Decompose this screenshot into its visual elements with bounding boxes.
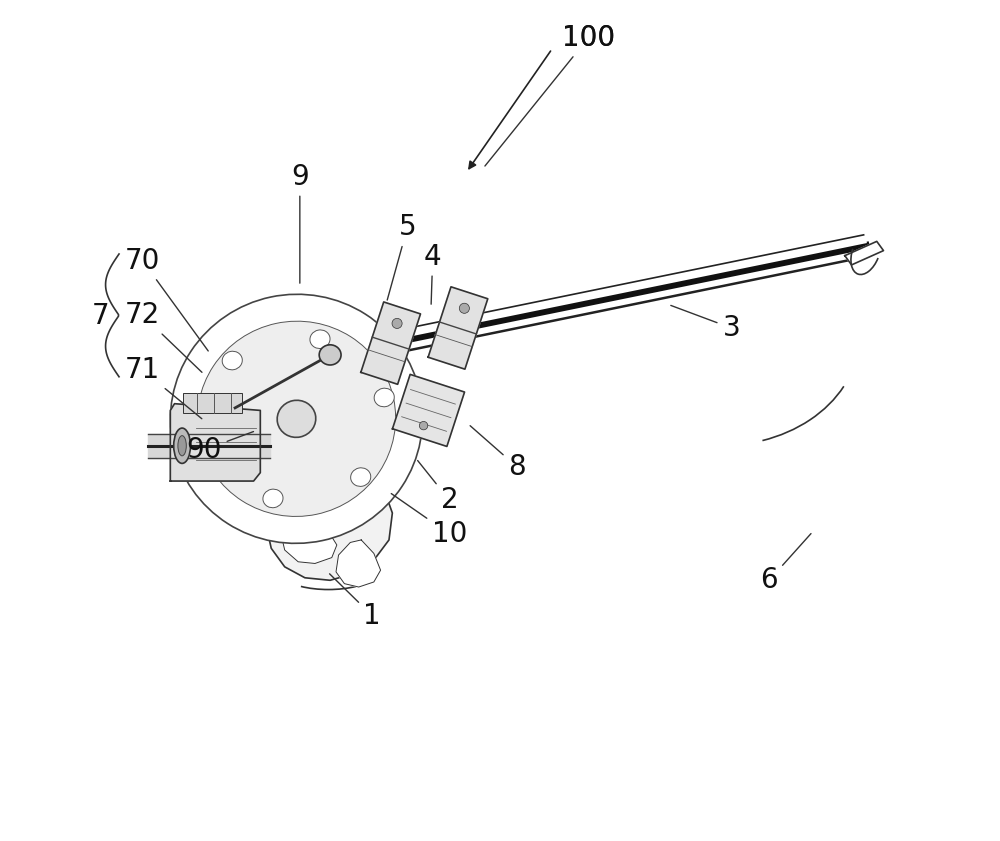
- Circle shape: [419, 421, 428, 430]
- Text: 100: 100: [485, 24, 615, 166]
- Text: 5: 5: [387, 213, 416, 300]
- Circle shape: [459, 304, 469, 314]
- Ellipse shape: [178, 436, 186, 456]
- Text: 4: 4: [424, 242, 442, 304]
- Polygon shape: [303, 367, 382, 469]
- Polygon shape: [148, 434, 270, 458]
- Text: 90: 90: [186, 431, 254, 464]
- Polygon shape: [392, 374, 465, 447]
- Text: 72: 72: [125, 301, 202, 373]
- Polygon shape: [281, 508, 337, 563]
- Polygon shape: [428, 287, 488, 369]
- Text: 1: 1: [330, 574, 381, 630]
- Ellipse shape: [197, 321, 396, 516]
- Polygon shape: [170, 404, 260, 481]
- Circle shape: [392, 319, 402, 329]
- Text: 71: 71: [125, 356, 202, 419]
- Text: 3: 3: [671, 305, 740, 342]
- Polygon shape: [336, 540, 381, 587]
- Ellipse shape: [277, 400, 316, 437]
- Text: 9: 9: [291, 162, 309, 283]
- Polygon shape: [298, 471, 360, 520]
- Polygon shape: [845, 241, 883, 265]
- Polygon shape: [330, 235, 868, 366]
- Ellipse shape: [263, 489, 283, 508]
- Text: 2: 2: [418, 461, 458, 515]
- Ellipse shape: [199, 431, 219, 449]
- Polygon shape: [361, 302, 421, 384]
- Ellipse shape: [351, 468, 371, 486]
- Text: 7: 7: [92, 302, 109, 331]
- Bar: [183, 393, 242, 413]
- Ellipse shape: [374, 389, 394, 407]
- Text: 10: 10: [391, 494, 467, 548]
- Ellipse shape: [222, 352, 242, 370]
- Text: 8: 8: [470, 426, 526, 481]
- Ellipse shape: [174, 428, 191, 463]
- Text: 6: 6: [760, 533, 811, 595]
- Ellipse shape: [319, 345, 341, 365]
- Ellipse shape: [310, 330, 330, 348]
- Ellipse shape: [170, 294, 423, 543]
- Polygon shape: [214, 346, 407, 580]
- Text: 70: 70: [125, 246, 208, 351]
- Text: 100: 100: [562, 24, 615, 52]
